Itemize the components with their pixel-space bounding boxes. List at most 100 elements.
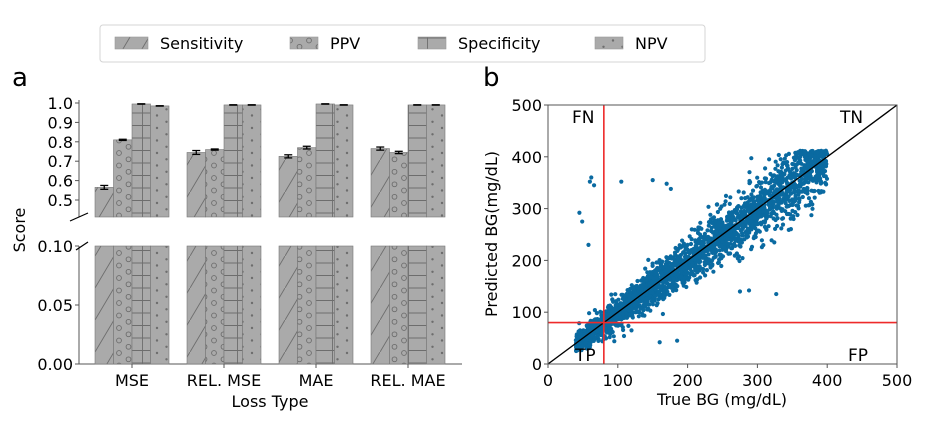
- scatter-point: [589, 324, 594, 329]
- bar-upper-specificity: [223, 104, 243, 218]
- scatter-point: [629, 305, 634, 310]
- scatter-point: [718, 229, 724, 234]
- scatter-point: [633, 291, 638, 296]
- scatter-point: [730, 216, 735, 222]
- scatter-point: [654, 303, 659, 308]
- y-tick-label: 0.5: [48, 191, 73, 210]
- scatter-point: [675, 248, 680, 253]
- scatter-point: [743, 196, 748, 201]
- scatter-point: [697, 253, 702, 258]
- scatter-point: [687, 251, 692, 256]
- bar-group-rel-mse: [186, 104, 262, 365]
- scatter-point: [704, 268, 710, 273]
- y-tick-label: 0.7: [48, 152, 73, 171]
- scatter-point: [725, 225, 730, 230]
- bar-upper-npv: [150, 105, 170, 218]
- scatter-point: [751, 195, 756, 200]
- scatter-point: [722, 202, 727, 207]
- scatter-point: [733, 237, 738, 242]
- y-tick-label: 500: [511, 96, 542, 115]
- scatter-point: [712, 223, 717, 228]
- scatter-point-outlier: [580, 219, 585, 224]
- scatter-point: [625, 288, 630, 293]
- scatter-point: [591, 338, 596, 343]
- scatter-point: [790, 166, 795, 171]
- scatter-point-outlier: [668, 186, 673, 192]
- scatter-point: [788, 176, 794, 181]
- scatter-point: [794, 183, 799, 189]
- scatter-point-outlier: [664, 181, 669, 186]
- scatter-point: [815, 150, 820, 155]
- scatter-point: [788, 216, 793, 221]
- scatter-point-outlier: [650, 178, 655, 183]
- scatter-point: [784, 190, 789, 195]
- scatter-point: [819, 180, 824, 185]
- scatter-point: [650, 302, 656, 307]
- x-tick-labels: MSE REL. MSE MAE REL. MAE: [115, 364, 446, 390]
- scatter-point: [705, 235, 710, 240]
- scatter-point-outlier: [619, 179, 624, 184]
- scatter-point: [616, 297, 621, 302]
- bar-upper-sensitivity: [278, 156, 298, 218]
- scatter-point: [723, 199, 728, 204]
- scatter-point: [756, 195, 762, 200]
- scatter-point: [758, 185, 764, 190]
- y-tick-label: 100: [511, 303, 542, 322]
- quadrant-label-tp: TP: [574, 346, 596, 366]
- scatter-point: [749, 207, 755, 212]
- scatter-point: [736, 235, 741, 240]
- scatter-point: [659, 270, 664, 275]
- scatter-point: [734, 210, 739, 215]
- scatter-point: [716, 221, 721, 226]
- y-tick-label: 300: [511, 200, 542, 219]
- y-tick-label: 0.6: [48, 172, 73, 191]
- scatter-point: [726, 251, 731, 256]
- bar-lower-sensitivity: [94, 245, 114, 365]
- scatter-point: [749, 247, 754, 252]
- scatter-point: [759, 245, 765, 250]
- scatter-point: [693, 238, 698, 243]
- scatter-point: [621, 296, 626, 301]
- scatter-point: [783, 194, 788, 199]
- scatter-point: [787, 198, 792, 203]
- scatter-point: [804, 154, 809, 159]
- scatter-point: [656, 296, 662, 301]
- bar-upper-ppv: [297, 147, 317, 218]
- scatter-point: [778, 157, 783, 162]
- y-tick-label: 1.0: [48, 94, 73, 113]
- scatter-point: [747, 198, 752, 203]
- lower-y-axis: 0.10 0.05 0.00: [37, 237, 462, 374]
- scatter-point: [689, 227, 694, 232]
- bar-upper-sensitivity: [94, 187, 114, 218]
- scatter-point: [621, 327, 626, 333]
- scatter-point: [765, 214, 770, 219]
- scatter-point: [609, 292, 614, 297]
- scatter-point: [810, 206, 815, 211]
- scatter-point: [759, 180, 765, 185]
- scatter-point: [788, 212, 793, 217]
- scatter-point: [647, 302, 652, 307]
- scatter-point: [820, 165, 826, 170]
- scatter-point: [797, 196, 802, 201]
- scatter-point: [651, 276, 656, 281]
- bar-group-mae: [278, 103, 354, 365]
- scatter-point: [719, 263, 724, 269]
- scatter-point: [747, 215, 753, 220]
- bar-lower-npv: [426, 245, 446, 365]
- bar-lower-specificity: [315, 245, 335, 365]
- scatter-point: [775, 223, 780, 229]
- axis-ticks: 0 100 200 300 400 500 0 100 200 300 400 500: [511, 96, 912, 390]
- x-tick-label: REL. MSE: [187, 371, 261, 390]
- error-bar: [284, 154, 293, 159]
- scatter-point: [636, 314, 641, 319]
- legend-item-ppv: PPV: [289, 34, 360, 53]
- scatter-point: [779, 226, 784, 231]
- scatter-point: [745, 202, 751, 207]
- y-tick-label: 200: [511, 251, 542, 270]
- scatter-point: [750, 224, 755, 229]
- legend-label: PPV: [330, 34, 360, 53]
- y-tick-label: 0.9: [48, 113, 73, 132]
- scatter-point: [809, 169, 815, 174]
- bars: [94, 103, 446, 365]
- error-bar: [100, 184, 109, 190]
